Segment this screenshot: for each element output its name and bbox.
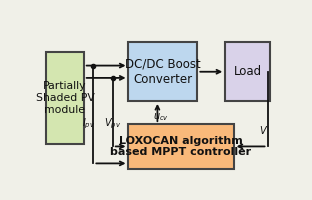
Bar bbox=[46, 52, 84, 144]
Bar bbox=[129, 42, 197, 101]
Text: $I_{pv}$: $I_{pv}$ bbox=[82, 116, 95, 131]
Bar bbox=[129, 124, 234, 169]
Text: LOXOCAN algorithm
based MPPT controller: LOXOCAN algorithm based MPPT controller bbox=[110, 136, 251, 157]
Text: $V$: $V$ bbox=[259, 124, 269, 136]
Text: DC/DC Boost
Converter: DC/DC Boost Converter bbox=[125, 58, 201, 86]
Text: Load: Load bbox=[233, 65, 262, 78]
Text: $V_{pv}$: $V_{pv}$ bbox=[104, 116, 121, 131]
Text: $u_{cv}$: $u_{cv}$ bbox=[153, 111, 169, 123]
Bar bbox=[225, 42, 270, 101]
Text: Partially
Shaded PV
module: Partially Shaded PV module bbox=[36, 81, 95, 115]
